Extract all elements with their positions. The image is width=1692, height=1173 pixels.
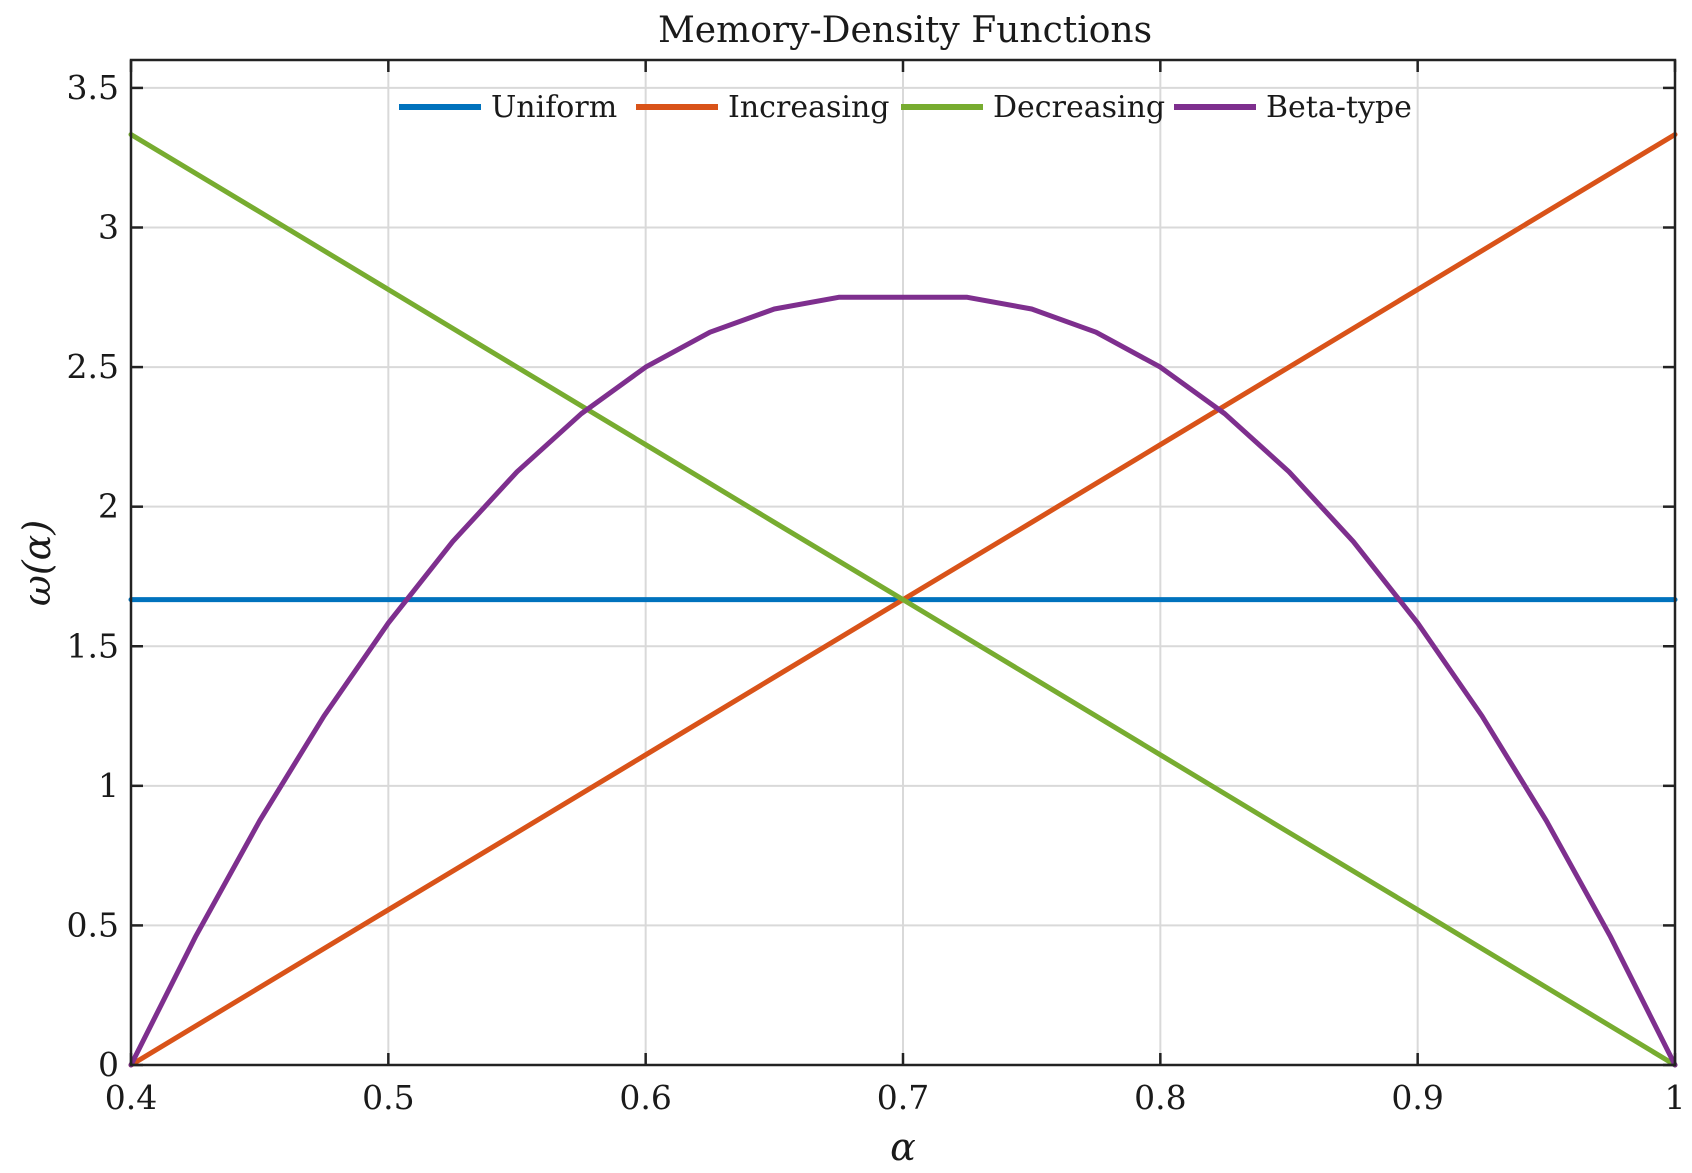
x-tick-label: 0.9 <box>1391 1078 1443 1117</box>
y-tick-label: 1 <box>98 766 119 805</box>
y-tick-label: 2 <box>98 487 119 526</box>
y-tick-label: 3.5 <box>67 68 119 107</box>
x-axis-label: α <box>890 1125 916 1169</box>
y-tick-label: 0.5 <box>67 905 119 944</box>
y-tick-label: 0 <box>98 1045 119 1084</box>
grid <box>131 60 1675 1065</box>
y-axis-label: ω(α) <box>15 520 59 606</box>
series-line-beta-type <box>128 294 1678 1068</box>
legend-label-increasing: Increasing <box>728 90 889 125</box>
chart-title: Memory-Density Functions <box>658 10 1152 51</box>
y-tick-label: 1.5 <box>67 626 119 665</box>
x-tick-label: 0.8 <box>1134 1078 1186 1117</box>
legend-label-beta-type: Beta-type <box>1266 90 1412 125</box>
x-tick-label: 0.7 <box>877 1078 929 1117</box>
x-tick-label: 0.4 <box>105 1078 157 1117</box>
y-tick-label: 3 <box>98 208 119 247</box>
legend: Uniform Increasing Decreasing Beta-type <box>399 90 1412 125</box>
axis-ticks: 0.4 0.5 0.6 0.7 0.8 0.9 1 0 0.5 1 1.5 2 2.5 3 3.5 <box>67 60 1686 1117</box>
legend-label-decreasing: Decreasing <box>993 90 1165 125</box>
legend-label-uniform: Uniform <box>491 90 617 125</box>
x-tick-label: 0.6 <box>619 1078 671 1117</box>
series-lines <box>128 132 1678 1068</box>
series-line-decreasing <box>128 132 1678 1068</box>
x-tick-label: 0.5 <box>362 1078 414 1117</box>
y-tick-label: 2.5 <box>67 347 119 386</box>
x-tick-label: 1 <box>1665 1078 1686 1117</box>
